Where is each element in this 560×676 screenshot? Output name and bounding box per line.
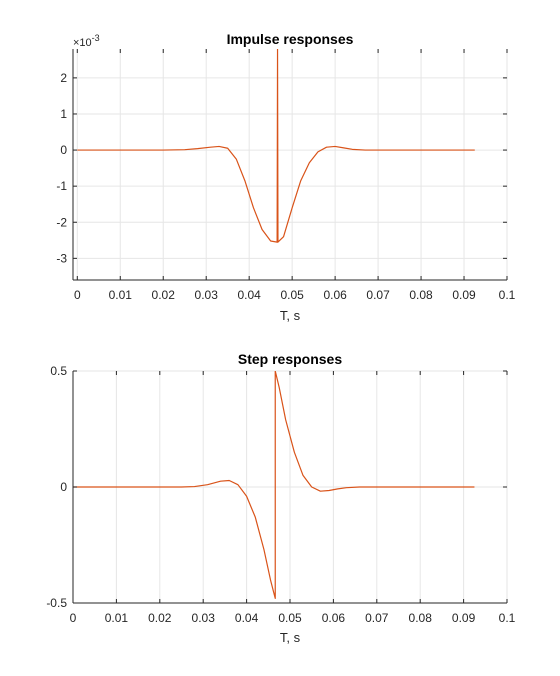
x-tick-label: 0.01 — [105, 611, 129, 625]
x-tick-label: 0.05 — [280, 288, 304, 302]
y-tick-label: -2 — [56, 215, 67, 229]
x-tick-label: 0 — [70, 611, 77, 625]
y-tick-label: -0.5 — [46, 596, 67, 610]
x-tick-label: 0.04 — [237, 288, 261, 302]
x-tick-label: 0.09 — [452, 288, 476, 302]
y-tick-label: 2 — [60, 71, 67, 85]
x-tick-label: 0.02 — [152, 288, 176, 302]
x-tick-label: 0.05 — [278, 611, 302, 625]
tick-labels: 0 0.01 0.02 0.03 0.04 0.05 0.06 0.07 0.08 0.09 0.1… — [56, 71, 515, 302]
chart-title: Step responses — [238, 351, 342, 367]
y-tick-label: 1 — [60, 107, 67, 121]
y-tick-label: 0.5 — [50, 364, 67, 378]
x-tick-label: 0.07 — [366, 288, 390, 302]
x-tick-label: 0.06 — [322, 611, 346, 625]
data-series — [73, 371, 475, 599]
y-multiplier-exponent: -3 — [92, 33, 100, 43]
chart-title: Impulse responses — [227, 31, 354, 47]
x-tick-label: 0.07 — [365, 611, 389, 625]
axis-lines — [72, 49, 508, 281]
x-tick-label: 0.1 — [499, 611, 516, 625]
step-responses-axes: 0 0.01 0.02 0.03 0.04 0.05 0.06 0.07 0.08 0.09 0.1… — [46, 351, 515, 645]
x-tick-label: 0.08 — [409, 288, 433, 302]
x-tick-label: 0.03 — [192, 611, 216, 625]
x-tick-label: 0.03 — [195, 288, 219, 302]
x-tick-label: 0.08 — [409, 611, 433, 625]
x-axis-label: T, s — [280, 308, 301, 323]
y-tick-label: 0 — [60, 143, 67, 157]
axes-background — [73, 49, 507, 280]
x-tick-label: 0.09 — [452, 611, 476, 625]
y-tick-label: 0 — [60, 480, 67, 494]
y-tick-label: -3 — [56, 251, 67, 265]
impulse-responses-axes: 0 0.01 0.02 0.03 0.04 0.05 0.06 0.07 0.08 0.09 0.1… — [56, 31, 515, 323]
x-tick-label: 0.06 — [323, 288, 347, 302]
x-tick-label: 0.01 — [109, 288, 133, 302]
x-axis-label: T, s — [280, 630, 301, 645]
series-line — [73, 371, 475, 599]
tick-labels: 0 0.01 0.02 0.03 0.04 0.05 0.06 0.07 0.08 0.09 0.1… — [46, 364, 515, 625]
axis-lines — [72, 370, 508, 604]
y-tick-label: -1 — [56, 179, 67, 193]
x-tick-label: 0.04 — [235, 611, 259, 625]
series-line — [77, 49, 475, 243]
x-tick-label: 0.1 — [499, 288, 516, 302]
data-series — [77, 49, 475, 243]
grid — [73, 49, 508, 280]
x-tick-label: 0.02 — [148, 611, 172, 625]
y-multiplier-label: ×10-3 — [73, 33, 100, 49]
x-tick-label: 0 — [74, 288, 81, 302]
y-multiplier-base: ×10 — [73, 37, 92, 49]
